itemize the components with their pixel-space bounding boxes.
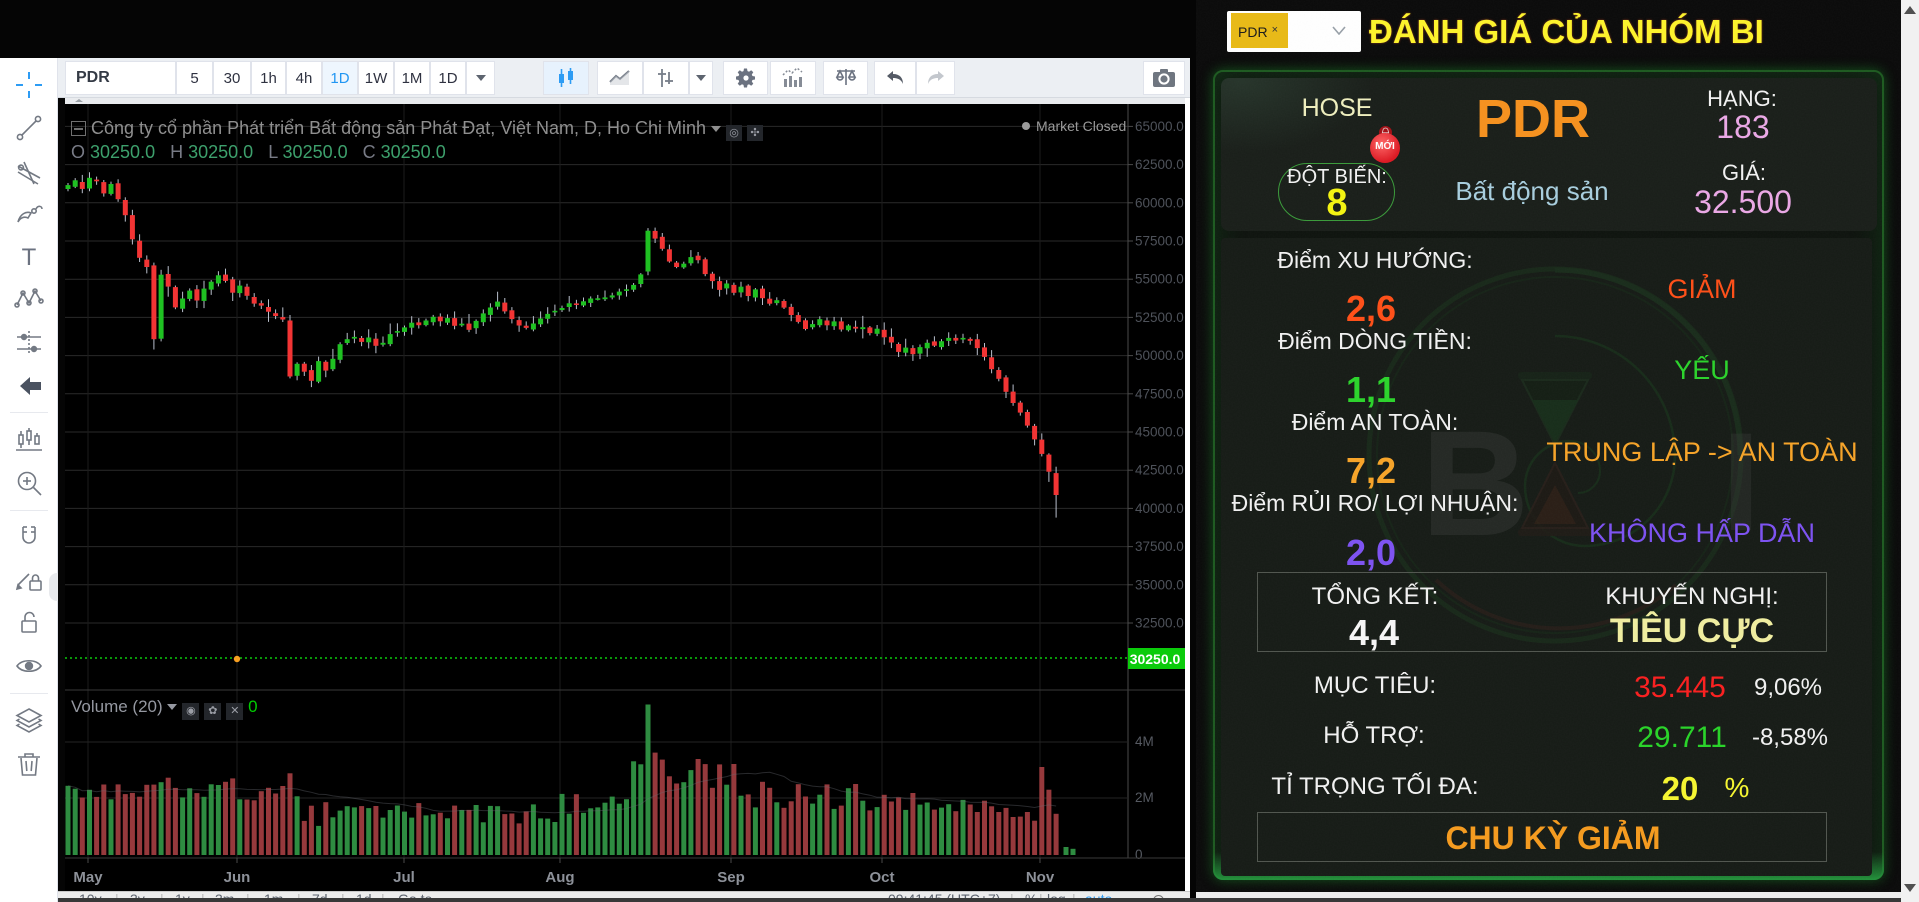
svg-text:30250.0: 30250.0 bbox=[1130, 651, 1181, 667]
svg-text:37500.0: 37500.0 bbox=[1135, 539, 1184, 554]
svg-text:T: T bbox=[22, 244, 37, 271]
svg-text:I: I bbox=[1722, 403, 1761, 560]
svg-text:65000.0: 65000.0 bbox=[1135, 119, 1184, 134]
svg-text:Aug: Aug bbox=[545, 869, 574, 886]
svg-text:42500.0: 42500.0 bbox=[1135, 463, 1184, 478]
svg-text:2M: 2M bbox=[1135, 790, 1154, 805]
svg-text:35000.0: 35000.0 bbox=[1135, 577, 1184, 592]
svg-text:Sep: Sep bbox=[717, 869, 745, 886]
svg-text:32500.0: 32500.0 bbox=[1135, 616, 1184, 631]
svg-text:Nov: Nov bbox=[1026, 869, 1055, 886]
svg-text:47500.0: 47500.0 bbox=[1135, 386, 1184, 401]
svg-text:60000.0: 60000.0 bbox=[1135, 195, 1184, 210]
svg-text:Market Closed: Market Closed bbox=[1036, 118, 1126, 134]
svg-text:Jul: Jul bbox=[393, 869, 415, 886]
svg-text:Jun: Jun bbox=[224, 869, 251, 886]
svg-text:B: B bbox=[1421, 399, 1529, 567]
svg-text:Oct: Oct bbox=[869, 869, 894, 886]
svg-text:May: May bbox=[73, 869, 103, 886]
svg-text:57500.0: 57500.0 bbox=[1135, 234, 1184, 249]
svg-text:55000.0: 55000.0 bbox=[1135, 272, 1184, 287]
svg-text:62500.0: 62500.0 bbox=[1135, 157, 1184, 172]
svg-text:4M: 4M bbox=[1135, 734, 1154, 749]
svg-text:52500.0: 52500.0 bbox=[1135, 310, 1184, 325]
svg-text:0: 0 bbox=[1135, 847, 1143, 862]
svg-text:50000.0: 50000.0 bbox=[1135, 348, 1184, 363]
svg-text:40000.0: 40000.0 bbox=[1135, 501, 1184, 516]
svg-text:45000.0: 45000.0 bbox=[1135, 425, 1184, 440]
